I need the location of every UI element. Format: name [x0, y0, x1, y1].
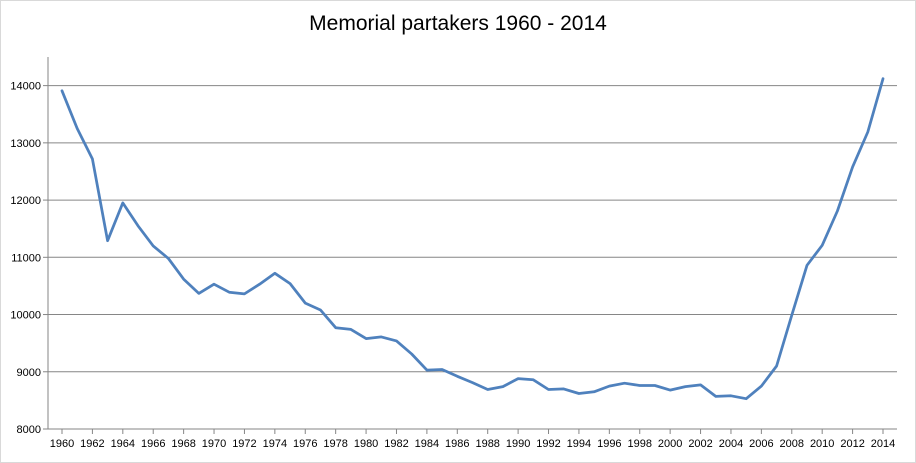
data-point — [867, 131, 869, 133]
data-point — [426, 369, 428, 371]
data-point — [851, 166, 853, 168]
data-point — [882, 78, 884, 80]
data-point — [456, 375, 458, 377]
x-tick-label: 1980 — [354, 438, 378, 450]
data-point — [395, 340, 397, 342]
x-tick-label: 2010 — [810, 438, 834, 450]
data-point — [730, 395, 732, 397]
x-tick-label: 1972 — [232, 438, 256, 450]
data-point — [517, 377, 519, 379]
data-point — [243, 293, 245, 295]
data-point — [289, 282, 291, 284]
x-tick-label: 1968 — [171, 438, 195, 450]
data-point — [745, 397, 747, 399]
data-point — [106, 240, 108, 242]
data-point — [319, 309, 321, 311]
data-point — [547, 388, 549, 390]
x-tick-label: 1970 — [202, 438, 226, 450]
data-point — [563, 388, 565, 390]
x-tick-label: 1996 — [597, 438, 621, 450]
data-point — [380, 336, 382, 338]
data-point — [669, 389, 671, 391]
data-point — [684, 385, 686, 387]
data-point — [91, 158, 93, 160]
y-tick-label: 14000 — [10, 81, 41, 93]
data-point — [304, 302, 306, 304]
x-tick-label: 2006 — [749, 438, 773, 450]
data-point — [76, 127, 78, 129]
x-tick-label: 1998 — [627, 438, 651, 450]
data-point — [639, 384, 641, 386]
data-point — [699, 384, 701, 386]
axes — [47, 57, 897, 430]
y-tick-label: 8000 — [17, 424, 41, 436]
data-point — [228, 291, 230, 293]
x-tick-label: 1974 — [263, 438, 287, 450]
x-tick-label: 1982 — [384, 438, 408, 450]
data-point — [122, 202, 124, 204]
data-point — [654, 384, 656, 386]
data-point — [213, 283, 215, 285]
y-tick-label: 11000 — [11, 252, 41, 264]
data-point — [487, 388, 489, 390]
data-point — [198, 292, 200, 294]
y-tick-label: 10000 — [10, 310, 41, 322]
data-point — [167, 257, 169, 259]
x-tick-label: 1994 — [567, 438, 591, 450]
data-point — [410, 353, 412, 355]
data-point — [608, 385, 610, 387]
data-point — [578, 392, 580, 394]
y-tick-label: 9000 — [17, 367, 41, 379]
data-point — [836, 210, 838, 212]
series-line — [60, 77, 885, 401]
x-tick-label: 2014 — [871, 438, 895, 450]
x-tick-label: 1990 — [506, 438, 530, 450]
x-tick-label: 1964 — [111, 438, 135, 450]
y-tick-label: 12000 — [10, 195, 41, 207]
data-point — [334, 327, 336, 329]
data-point — [152, 245, 154, 247]
data-point — [182, 278, 184, 280]
data-point — [350, 328, 352, 330]
y-tick-label: 13000 — [10, 138, 41, 150]
data-point — [623, 382, 625, 384]
data-point — [274, 272, 276, 274]
x-tick-label: 2008 — [780, 438, 804, 450]
x-tick-label: 1978 — [323, 438, 347, 450]
x-tick-label: 2000 — [658, 438, 682, 450]
data-point — [365, 337, 367, 339]
x-tick-label: 1976 — [293, 438, 317, 450]
data-point — [760, 385, 762, 387]
data-point — [258, 283, 260, 285]
x-tick-label: 2004 — [719, 438, 743, 450]
x-tick-label: 2012 — [840, 438, 864, 450]
x-tick-label: 1984 — [415, 438, 439, 450]
x-tick-label: 1992 — [536, 438, 560, 450]
y-axis-ticks: 8000 9000 10000 11000 12000 13000 14000 — [10, 81, 48, 436]
data-point — [791, 314, 793, 316]
chart-title: Memorial partakers 1960 - 2014 — [309, 12, 607, 35]
data-point — [137, 225, 139, 227]
x-tick-label: 2002 — [688, 438, 712, 450]
data-point — [806, 264, 808, 266]
data-point — [61, 90, 63, 92]
x-axis-ticks: 1960 1962 1964 1966 1968 1970 1972 1974 1976 1978… — [50, 429, 895, 450]
data-point — [471, 381, 473, 383]
plot-series — [60, 77, 885, 401]
data-point — [593, 391, 595, 393]
data-point — [532, 379, 534, 381]
x-tick-label: 1962 — [80, 438, 104, 450]
gridlines — [48, 85, 897, 373]
data-point — [441, 368, 443, 370]
x-tick-label: 1988 — [475, 438, 499, 450]
data-point — [502, 385, 504, 387]
data-point — [775, 365, 777, 367]
x-tick-label: 1960 — [50, 438, 74, 450]
data-point — [715, 395, 717, 397]
x-tick-label: 1986 — [445, 438, 469, 450]
x-tick-label: 1966 — [141, 438, 165, 450]
data-point — [821, 244, 823, 246]
